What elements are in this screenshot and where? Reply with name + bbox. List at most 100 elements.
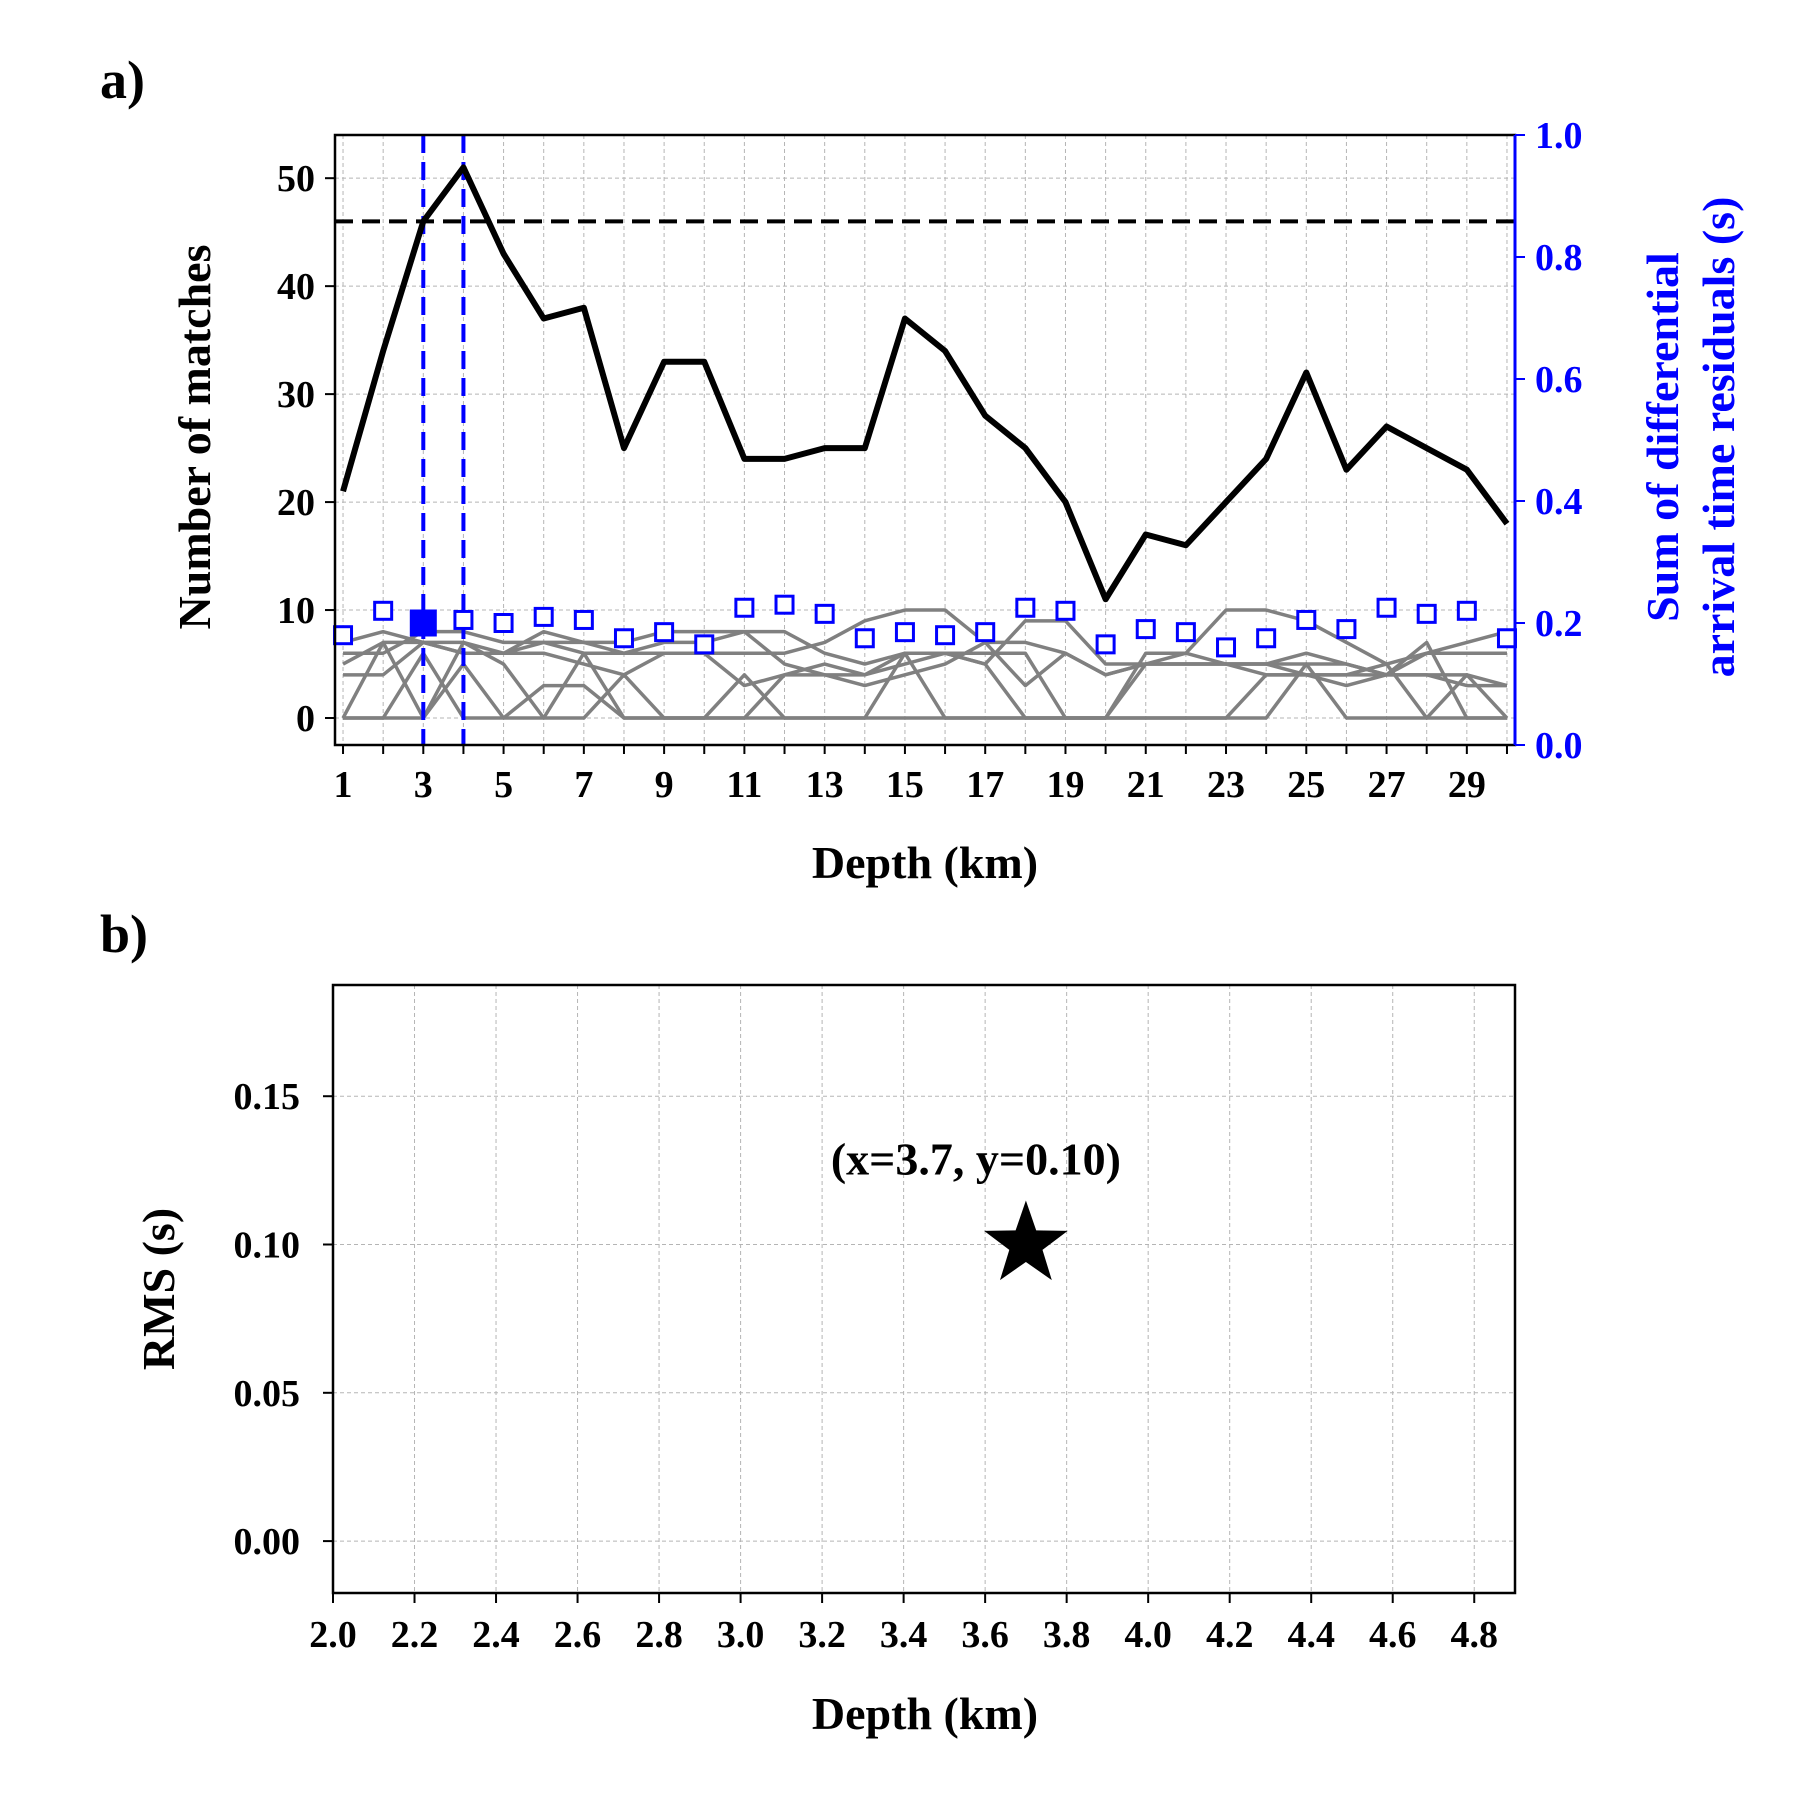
residual-marker — [1336, 619, 1357, 640]
panel-a-reference-lines — [335, 135, 1515, 745]
x-tick-label: 21 — [1127, 764, 1165, 806]
panel-b-grid — [332, 985, 1515, 1593]
x-tick-label: 4.2 — [1206, 1614, 1254, 1656]
x-tick-label: 9 — [655, 764, 674, 806]
station-match-line — [341, 640, 1507, 720]
residual-marker — [1296, 609, 1317, 630]
x-tick-label: 17 — [966, 764, 1004, 806]
y-tick-label: 0.05 — [234, 1373, 301, 1415]
y-tick-label: 50 — [277, 158, 315, 200]
residual-marker — [613, 628, 634, 649]
residual-marker — [814, 603, 835, 624]
station-match-line — [343, 651, 1507, 720]
residual-marker — [1416, 603, 1437, 624]
residual-marker — [1135, 619, 1156, 640]
x-tick-label: 2.2 — [391, 1614, 439, 1656]
x-tick-label: 27 — [1368, 764, 1406, 806]
residual-marker — [533, 606, 554, 627]
panel-a-right-axis-label-line2: arrival time residuals (s) — [1693, 197, 1744, 678]
residual-marker — [1175, 622, 1196, 643]
panel-b-points — [984, 1200, 1068, 1281]
y-tick-label: 10 — [277, 590, 315, 632]
x-tick-label: 15 — [886, 764, 924, 806]
y-right-tick-label: 0.6 — [1535, 359, 1583, 401]
x-tick-label: 19 — [1046, 764, 1084, 806]
panel-b-y-axis-label: RMS (s) — [133, 1208, 184, 1370]
residual-marker — [1015, 597, 1036, 618]
residual-marker — [774, 594, 795, 615]
x-tick-label: 3.8 — [1043, 1614, 1091, 1656]
residual-marker — [854, 628, 875, 649]
x-tick-label: 4.4 — [1287, 1614, 1335, 1656]
residual-marker — [935, 625, 956, 646]
panel-a-axes: 1 3 5 7 9 11 13 15 17 19 21 23 25 27 29010203040500.00… — [277, 115, 1583, 806]
panel-b-axes: 2.0 2.2 2.4 2.6 2.8 3.0 3.2 3.4 3.6 3.8 4.0 4.2 4.4 4… — [234, 983, 1517, 1656]
x-tick-label: 4.8 — [1450, 1614, 1498, 1656]
x-tick-label: 7 — [574, 764, 593, 806]
x-tick-label: 2.4 — [472, 1614, 520, 1656]
y-right-tick-label: 0.0 — [1535, 725, 1583, 767]
residual-marker — [1256, 628, 1277, 649]
panel-a-station-lines — [341, 608, 1509, 720]
residual-marker — [453, 609, 474, 630]
y-right-tick-label: 1.0 — [1535, 115, 1583, 157]
x-tick-label: 25 — [1287, 764, 1325, 806]
residual-marker — [1376, 597, 1397, 618]
star-marker — [984, 1200, 1068, 1281]
residual-marker — [1055, 600, 1076, 621]
panel-b-frame — [331, 983, 1517, 1595]
x-tick-label: 13 — [806, 764, 844, 806]
x-tick-label: 5 — [494, 764, 513, 806]
y-right-tick-label: 0.8 — [1535, 237, 1583, 279]
panel-a-matches-series — [340, 164, 1510, 603]
residual-marker — [333, 625, 354, 646]
x-tick-label: 3.6 — [961, 1614, 1009, 1656]
best-residual-marker — [409, 609, 437, 637]
panel-a-label: a) — [100, 50, 145, 110]
x-tick-label: 3.4 — [880, 1614, 928, 1656]
residual-marker — [373, 600, 394, 621]
y-tick-label: 0.10 — [234, 1225, 301, 1267]
y-tick-label: 0 — [296, 698, 315, 740]
y-tick-label: 40 — [277, 266, 315, 308]
panel-a-y-axis-label: Number of matches — [169, 245, 220, 630]
panel-a-x-axis-label: Depth (km) — [812, 837, 1038, 888]
y-right-tick-label: 0.4 — [1535, 481, 1583, 523]
panel-a-residual-series — [333, 594, 1517, 658]
panel-b-x-axis-label: Depth (km) — [812, 1688, 1038, 1739]
residual-marker — [654, 622, 675, 643]
x-tick-label: 4.6 — [1369, 1614, 1417, 1656]
residual-marker — [1496, 628, 1517, 649]
residual-marker — [975, 622, 996, 643]
x-tick-label: 4.0 — [1124, 1614, 1172, 1656]
y-tick-label: 20 — [277, 482, 315, 524]
x-tick-label: 1 — [334, 764, 353, 806]
matches-line — [340, 164, 1510, 603]
y-tick-label: 0.00 — [234, 1521, 301, 1563]
x-tick-label: 3.2 — [798, 1614, 846, 1656]
y-tick-label: 0.15 — [234, 1076, 301, 1118]
x-tick-label: 11 — [726, 764, 762, 806]
residual-marker — [894, 622, 915, 643]
x-tick-label: 2.8 — [635, 1614, 683, 1656]
residual-marker — [734, 597, 755, 618]
y-right-tick-label: 0.2 — [1535, 603, 1583, 645]
residual-marker — [694, 634, 715, 655]
residual-marker — [493, 613, 514, 633]
x-tick-label: 3.0 — [717, 1614, 765, 1656]
panel-a-right-axis-label-line1: Sum of differential — [1637, 252, 1688, 622]
x-tick-label: 2.6 — [554, 1614, 602, 1656]
residual-marker — [1095, 634, 1116, 655]
residual-marker — [1456, 600, 1477, 621]
x-tick-label: 23 — [1207, 764, 1245, 806]
x-tick-label: 29 — [1448, 764, 1486, 806]
panel-b-point-annotation: (x=3.7, y=0.10) — [831, 1134, 1121, 1185]
panel-b-label: b) — [100, 904, 148, 964]
residual-marker — [573, 609, 594, 630]
x-tick-label: 3 — [414, 764, 433, 806]
x-tick-label: 2.0 — [309, 1614, 357, 1656]
residual-marker — [1216, 637, 1237, 658]
station-match-line — [342, 629, 1507, 720]
y-tick-label: 30 — [277, 374, 315, 416]
